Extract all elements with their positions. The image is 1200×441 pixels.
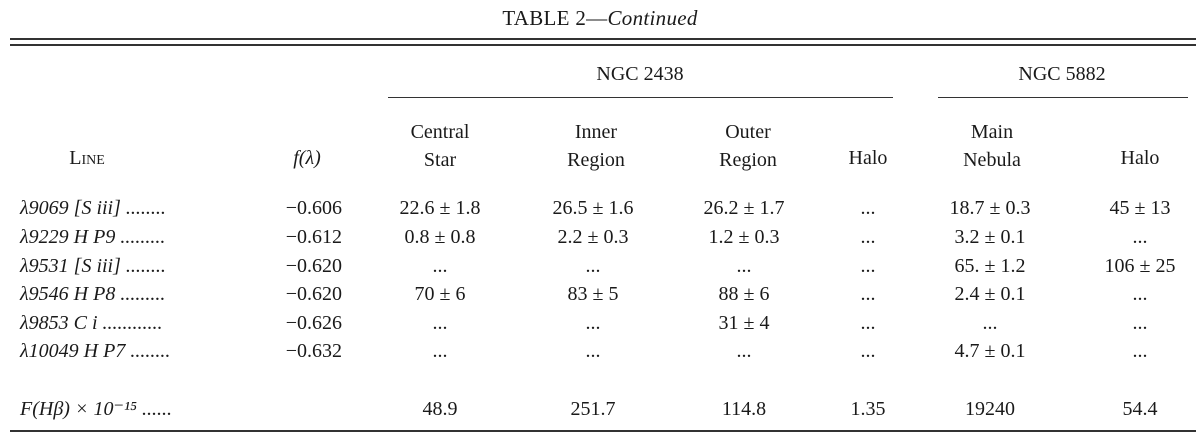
row-f-value: −0.612 xyxy=(285,226,342,248)
group-rule-ngc2438 xyxy=(388,97,893,99)
cell-main-nebula: 4.7 ± 0.1 xyxy=(954,340,1026,362)
cell-central-star: 70 ± 6 xyxy=(414,283,466,305)
cell-central-star: 22.6 ± 1.8 xyxy=(399,197,481,219)
column-header-halo-ngc2438: Halo xyxy=(848,147,888,169)
column-header-central-star: Central Star xyxy=(410,121,470,171)
row-f-value: −0.626 xyxy=(285,312,342,334)
cell-halo-ngc2438: ... xyxy=(860,197,876,219)
top-rule-1 xyxy=(10,38,1196,40)
table-caption: TABLE 2—Continued xyxy=(0,6,1200,31)
cell-halo-ngc5882: ... xyxy=(1132,226,1148,248)
cell-main-nebula: 65. ± 1.2 xyxy=(954,255,1026,277)
cell-central-star: ... xyxy=(432,312,448,334)
cell-central-star: ... xyxy=(432,340,448,362)
cell-halo-ngc5882: 106 ± 25 xyxy=(1104,255,1176,277)
flux-main-nebula: 19240 xyxy=(965,398,1015,420)
cell-halo-ngc5882: 45 ± 13 xyxy=(1109,197,1171,219)
cell-halo-ngc2438: ... xyxy=(860,340,876,362)
flux-outer-region: 114.8 xyxy=(721,398,767,420)
cell-outer-region: ... xyxy=(736,340,752,362)
column-header-main-nebula: Main Nebula xyxy=(963,121,1021,171)
row-f-value: −0.620 xyxy=(285,255,342,277)
column-header-inner-region: Inner Region xyxy=(567,121,625,171)
row-line-label: λ9069 [S iii] ........ xyxy=(20,197,166,219)
flux-central-star: 48.9 xyxy=(422,398,458,420)
cell-inner-region: ... xyxy=(585,312,601,334)
cell-central-star: ... xyxy=(432,255,448,277)
cell-main-nebula: ... xyxy=(982,312,998,334)
cell-halo-ngc5882: ... xyxy=(1132,312,1148,334)
group-rule-ngc5882 xyxy=(938,97,1188,99)
cell-inner-region: 83 ± 5 xyxy=(567,283,619,305)
cell-main-nebula: 3.2 ± 0.1 xyxy=(954,226,1026,248)
cell-inner-region: 26.5 ± 1.6 xyxy=(552,197,634,219)
cell-outer-region: 1.2 ± 0.3 xyxy=(708,226,780,248)
flux-inner-region: 251.7 xyxy=(570,398,616,420)
top-rule-2 xyxy=(10,44,1196,46)
cell-main-nebula: 18.7 ± 0.3 xyxy=(949,197,1031,219)
cell-main-nebula: 2.4 ± 0.1 xyxy=(954,283,1026,305)
flux-halo-ngc5882: 54.4 xyxy=(1122,398,1158,420)
cell-inner-region: ... xyxy=(585,340,601,362)
cell-halo-ngc5882: ... xyxy=(1132,340,1148,362)
group-header-ngc5882: NGC 5882 xyxy=(1018,63,1106,85)
caption-label: TABLE 2 xyxy=(502,6,587,30)
column-header-outer-region: Outer Region xyxy=(719,121,777,171)
cell-inner-region: 2.2 ± 0.3 xyxy=(557,226,629,248)
caption-continued: Continued xyxy=(607,6,698,30)
row-line-label: λ9853 C i ............ xyxy=(20,312,163,334)
cell-central-star: 0.8 ± 0.8 xyxy=(404,226,476,248)
cell-halo-ngc5882: ... xyxy=(1132,283,1148,305)
cell-halo-ngc2438: ... xyxy=(860,255,876,277)
row-f-value: −0.606 xyxy=(285,197,342,219)
flux-halo-ngc2438: 1.35 xyxy=(850,398,886,420)
column-header-halo-ngc5882: Halo xyxy=(1120,147,1160,169)
flux-row-label: F(Hβ) × 10⁻¹⁵ ...... xyxy=(20,398,172,420)
group-header-ngc2438: NGC 2438 xyxy=(596,63,684,85)
cell-outer-region: ... xyxy=(736,255,752,277)
row-f-value: −0.632 xyxy=(285,340,342,362)
cell-halo-ngc2438: ... xyxy=(860,312,876,334)
cell-halo-ngc2438: ... xyxy=(860,283,876,305)
cell-outer-region: 26.2 ± 1.7 xyxy=(703,197,785,219)
column-header-f-lambda: f(λ) xyxy=(293,147,321,169)
bottom-rule xyxy=(10,430,1196,432)
cell-halo-ngc2438: ... xyxy=(860,226,876,248)
row-line-label: λ10049 H P7 ........ xyxy=(20,340,171,362)
row-line-label: λ9531 [S iii] ........ xyxy=(20,255,166,277)
cell-outer-region: 31 ± 4 xyxy=(718,312,770,334)
caption-separator: — xyxy=(586,6,608,30)
cell-outer-region: 88 ± 6 xyxy=(718,283,770,305)
row-f-value: −0.620 xyxy=(285,283,342,305)
column-header-line: Line xyxy=(69,147,105,169)
row-line-label: λ9546 H P8 ......... xyxy=(20,283,166,305)
row-line-label: λ9229 H P9 ......... xyxy=(20,226,166,248)
cell-inner-region: ... xyxy=(585,255,601,277)
